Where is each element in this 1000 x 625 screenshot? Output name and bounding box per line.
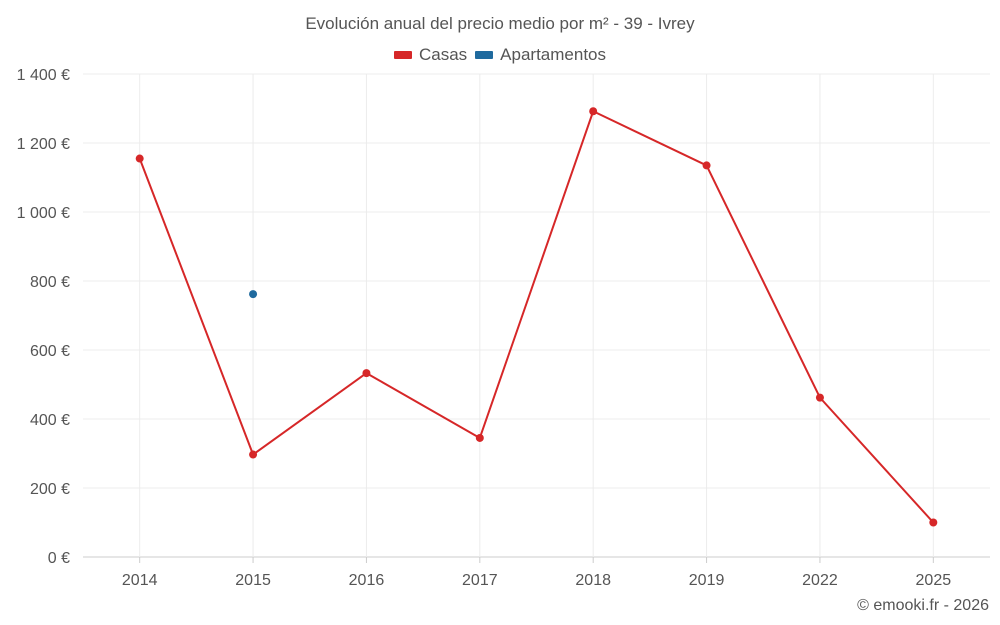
legend-item-casas[interactable]: Casas <box>393 45 468 65</box>
x-tick-label: 2018 <box>575 572 611 589</box>
x-tick-label: 2016 <box>349 572 385 589</box>
data-point-casas <box>815 393 824 402</box>
data-point-casas <box>135 154 144 163</box>
chart-legend: Casas Apartamentos <box>0 45 1000 65</box>
legend-swatch-casas <box>393 51 412 59</box>
data-point-casas <box>702 161 711 170</box>
data-point-casas <box>475 433 484 442</box>
data-point-casas <box>249 450 258 459</box>
x-tick-label: 2017 <box>462 572 498 589</box>
legend-item-apartamentos[interactable]: Apartamentos <box>475 45 606 65</box>
data-point-casas <box>362 369 371 378</box>
legend-swatch-apartamentos <box>475 51 494 59</box>
y-tick-label: 200 € <box>30 481 70 498</box>
y-tick-label: 1 400 € <box>17 67 70 84</box>
y-tick-label: 800 € <box>30 274 70 291</box>
data-point-casas <box>929 518 938 527</box>
x-tick-label: 2014 <box>122 572 158 589</box>
x-tick-label: 2019 <box>689 572 725 589</box>
chart-title: Evolución anual del precio medio por m² … <box>305 14 695 33</box>
data-point-casas <box>589 107 598 116</box>
y-tick-label: 1 000 € <box>17 205 70 222</box>
y-tick-label: 600 € <box>30 343 70 360</box>
series-line-casas <box>138 110 935 524</box>
y-tick-label: 0 € <box>48 550 70 567</box>
x-tick-label: 2025 <box>916 572 952 589</box>
x-tick-label: 2022 <box>802 572 838 589</box>
legend-label-casas: Casas <box>418 45 468 64</box>
y-tick-label: 400 € <box>30 412 70 429</box>
y-tick-label: 1 200 € <box>17 136 70 153</box>
data-point-apartamentos <box>249 290 258 299</box>
x-tick-label: 2015 <box>235 572 271 589</box>
credit-text: © emooki.fr - 2026 <box>857 597 989 614</box>
legend-label-apartamentos: Apartamentos <box>500 45 607 64</box>
